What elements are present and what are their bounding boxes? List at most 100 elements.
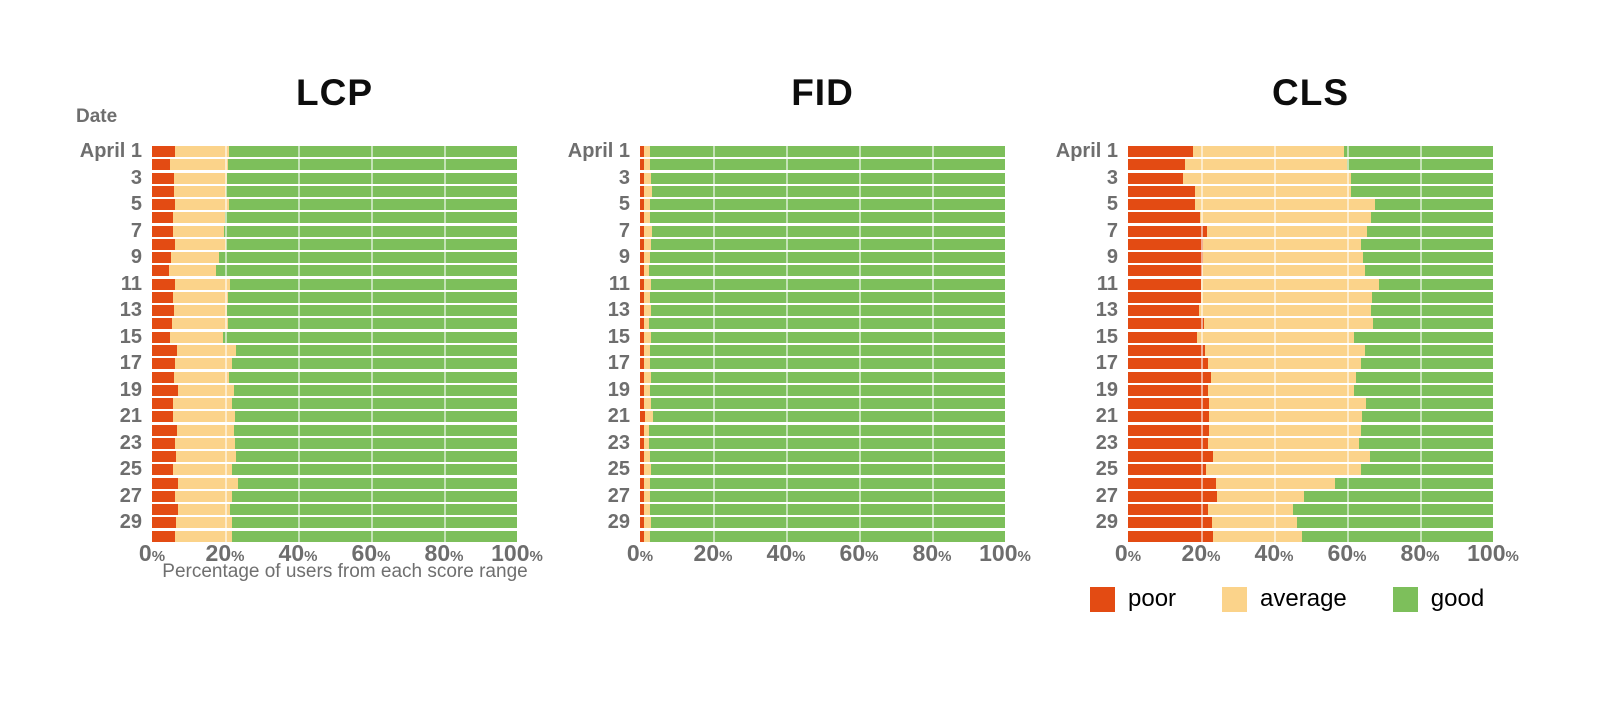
- bar-segment-poor[interactable]: [1128, 199, 1195, 211]
- bar-segment-poor[interactable]: [152, 291, 174, 303]
- bar-segment-good[interactable]: [230, 504, 517, 516]
- bar-segment-poor[interactable]: [152, 424, 177, 436]
- bar-segment-good[interactable]: [219, 252, 517, 264]
- bar-segment-good[interactable]: [1364, 344, 1493, 356]
- bar-segment-good[interactable]: [649, 424, 1005, 436]
- bar-segment-poor[interactable]: [152, 278, 175, 290]
- bar-segment-good[interactable]: [649, 437, 1005, 449]
- bar-segment-average[interactable]: [173, 225, 225, 237]
- bar-segment-average[interactable]: [1211, 371, 1357, 383]
- bar-segment-poor[interactable]: [1128, 424, 1210, 436]
- bar-segment-poor[interactable]: [1128, 477, 1216, 489]
- bar-segment-average[interactable]: [172, 212, 225, 224]
- bar-segment-poor[interactable]: [152, 358, 175, 370]
- bar-segment-average[interactable]: [644, 278, 651, 290]
- bar-segment-poor[interactable]: [640, 451, 644, 463]
- bar-segment-good[interactable]: [230, 278, 517, 290]
- bar-segment-good[interactable]: [1356, 371, 1493, 383]
- bar-segment-poor[interactable]: [152, 172, 175, 184]
- bar-segment-poor[interactable]: [1128, 252, 1203, 264]
- bar-segment-average[interactable]: [1208, 384, 1355, 396]
- bar-segment-good[interactable]: [650, 530, 1005, 542]
- bar-segment-good[interactable]: [1354, 384, 1493, 396]
- bar-segment-poor[interactable]: [640, 305, 644, 317]
- bar-segment-average[interactable]: [644, 172, 651, 184]
- bar-segment-average[interactable]: [1213, 451, 1370, 463]
- bar-segment-poor[interactable]: [640, 159, 644, 171]
- bar-segment-good[interactable]: [650, 172, 1005, 184]
- bar-segment-good[interactable]: [1359, 437, 1493, 449]
- bar-segment-average[interactable]: [643, 199, 651, 211]
- bar-segment-average[interactable]: [171, 318, 229, 330]
- bar-segment-good[interactable]: [652, 185, 1005, 197]
- bar-segment-good[interactable]: [1378, 278, 1493, 290]
- bar-segment-average[interactable]: [174, 185, 227, 197]
- bar-segment-good[interactable]: [235, 344, 517, 356]
- bar-segment-poor[interactable]: [1128, 146, 1193, 157]
- bar-segment-good[interactable]: [649, 358, 1005, 370]
- bar-segment-good[interactable]: [234, 424, 517, 436]
- bar-segment-good[interactable]: [1372, 291, 1493, 303]
- bar-segment-average[interactable]: [172, 464, 232, 476]
- bar-segment-good[interactable]: [1346, 159, 1493, 171]
- bar-segment-poor[interactable]: [152, 464, 173, 476]
- bar-segment-poor[interactable]: [640, 398, 644, 410]
- bar-segment-good[interactable]: [1364, 265, 1493, 277]
- bar-segment-poor[interactable]: [640, 477, 644, 489]
- bar-segment-poor[interactable]: [152, 371, 175, 383]
- bar-segment-average[interactable]: [644, 411, 654, 423]
- bar-segment-good[interactable]: [1304, 490, 1493, 502]
- bar-segment-average[interactable]: [644, 185, 653, 197]
- bar-segment-average[interactable]: [643, 344, 650, 356]
- bar-segment-average[interactable]: [173, 411, 235, 423]
- bar-segment-good[interactable]: [223, 331, 517, 343]
- bar-segment-poor[interactable]: [640, 172, 645, 184]
- bar-segment-average[interactable]: [643, 265, 650, 277]
- bar-segment-poor[interactable]: [1128, 318, 1204, 330]
- bar-segment-good[interactable]: [649, 477, 1005, 489]
- bar-segment-average[interactable]: [643, 318, 650, 330]
- bar-segment-good[interactable]: [649, 146, 1005, 157]
- bar-segment-poor[interactable]: [1128, 238, 1203, 250]
- bar-segment-average[interactable]: [1199, 212, 1371, 224]
- bar-segment-good[interactable]: [232, 398, 517, 410]
- bar-segment-good[interactable]: [1375, 199, 1493, 211]
- bar-segment-poor[interactable]: [152, 451, 176, 463]
- bar-segment-good[interactable]: [231, 530, 517, 542]
- bar-segment-average[interactable]: [174, 490, 233, 502]
- bar-segment-good[interactable]: [649, 344, 1005, 356]
- bar-segment-average[interactable]: [177, 384, 235, 396]
- bar-segment-good[interactable]: [649, 252, 1005, 264]
- bar-segment-good[interactable]: [652, 225, 1005, 237]
- bar-segment-good[interactable]: [650, 159, 1005, 171]
- bar-segment-good[interactable]: [651, 517, 1005, 529]
- bar-segment-good[interactable]: [229, 199, 517, 211]
- bar-segment-average[interactable]: [643, 451, 650, 463]
- bar-segment-average[interactable]: [643, 159, 651, 171]
- bar-segment-average[interactable]: [1194, 185, 1351, 197]
- bar-segment-good[interactable]: [1363, 252, 1493, 264]
- bar-segment-average[interactable]: [174, 530, 232, 542]
- bar-segment-good[interactable]: [234, 437, 517, 449]
- legend-item-average[interactable]: average: [1222, 585, 1347, 613]
- bar-segment-poor[interactable]: [1128, 490, 1217, 502]
- bar-segment-poor[interactable]: [152, 530, 175, 542]
- bar-segment-average[interactable]: [174, 199, 230, 211]
- bar-segment-good[interactable]: [1360, 424, 1493, 436]
- bar-segment-good[interactable]: [650, 305, 1005, 317]
- bar-segment-poor[interactable]: [640, 517, 645, 529]
- bar-segment-good[interactable]: [649, 291, 1005, 303]
- bar-segment-poor[interactable]: [152, 411, 174, 423]
- bar-segment-poor[interactable]: [1128, 398, 1210, 410]
- bar-segment-average[interactable]: [169, 331, 224, 343]
- bar-segment-poor[interactable]: [152, 159, 170, 171]
- bar-segment-average[interactable]: [1204, 344, 1365, 356]
- bar-segment-good[interactable]: [232, 358, 517, 370]
- bar-segment-good[interactable]: [234, 411, 517, 423]
- bar-segment-poor[interactable]: [1128, 358, 1209, 370]
- bar-segment-good[interactable]: [224, 212, 517, 224]
- bar-segment-good[interactable]: [653, 411, 1005, 423]
- bar-segment-average[interactable]: [644, 331, 651, 343]
- bar-segment-average[interactable]: [1198, 305, 1372, 317]
- bar-segment-poor[interactable]: [640, 504, 644, 516]
